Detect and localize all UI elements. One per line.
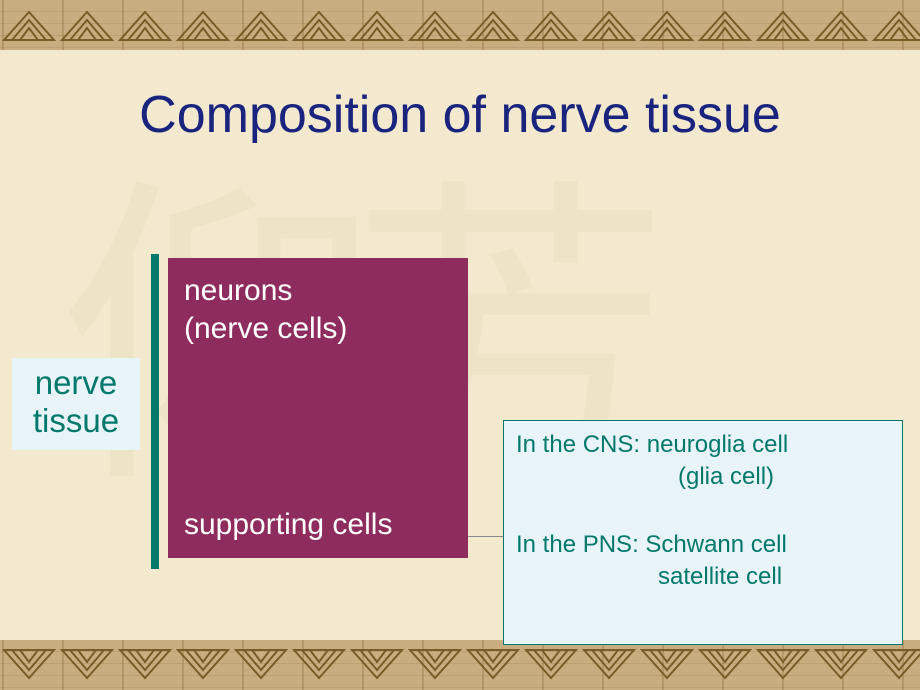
border-motif [812,6,870,44]
connector-line [468,536,504,537]
border-motif [522,6,580,44]
main-box: neurons (nerve cells) supporting cells [168,258,468,558]
cns-line2: (glia cell) [516,463,890,491]
border-motif [696,646,754,684]
border-motif [174,6,232,44]
border-motif [406,6,464,44]
border-motif [580,6,638,44]
border-motif [290,6,348,44]
slide: 仰芳 [0,0,920,690]
border-motif [812,646,870,684]
border-motif [696,6,754,44]
pns-line2: satellite cell [516,563,890,591]
cns-line1: In the CNS: neuroglia cell [516,431,890,459]
pns-line1: In the PNS: Schwann cell [516,531,890,559]
border-motif [0,6,58,44]
slide-title: Composition of nerve tissue [0,85,920,145]
border-motif [464,6,522,44]
border-motif [348,646,406,684]
detail-box: In the CNS: neuroglia cell (glia cell) I… [503,420,903,645]
root-label-box: nerve tissue [12,358,140,450]
border-motif [754,6,812,44]
border-motif [638,6,696,44]
border-motif [348,6,406,44]
root-label-line1: nerve [16,364,136,402]
border-motif [174,646,232,684]
border-motif [870,646,920,684]
border-motif [0,646,58,684]
border-bottom [0,640,920,690]
border-motif [58,646,116,684]
border-motif [754,646,812,684]
border-motif [522,646,580,684]
border-motif [580,646,638,684]
border-motif [58,6,116,44]
border-motif [232,6,290,44]
border-motif [232,646,290,684]
main-box-line2: (nerve cells) [184,310,452,348]
border-motif [406,646,464,684]
vertical-bar [151,254,159,569]
border-motif [116,6,174,44]
border-motif [290,646,348,684]
border-motif [638,646,696,684]
border-motif [870,6,920,44]
main-box-line1: neurons [184,272,452,310]
border-motif [464,646,522,684]
border-motif [116,646,174,684]
root-label-line2: tissue [16,402,136,440]
main-box-bottom: supporting cells [184,508,392,542]
border-top [0,0,920,50]
